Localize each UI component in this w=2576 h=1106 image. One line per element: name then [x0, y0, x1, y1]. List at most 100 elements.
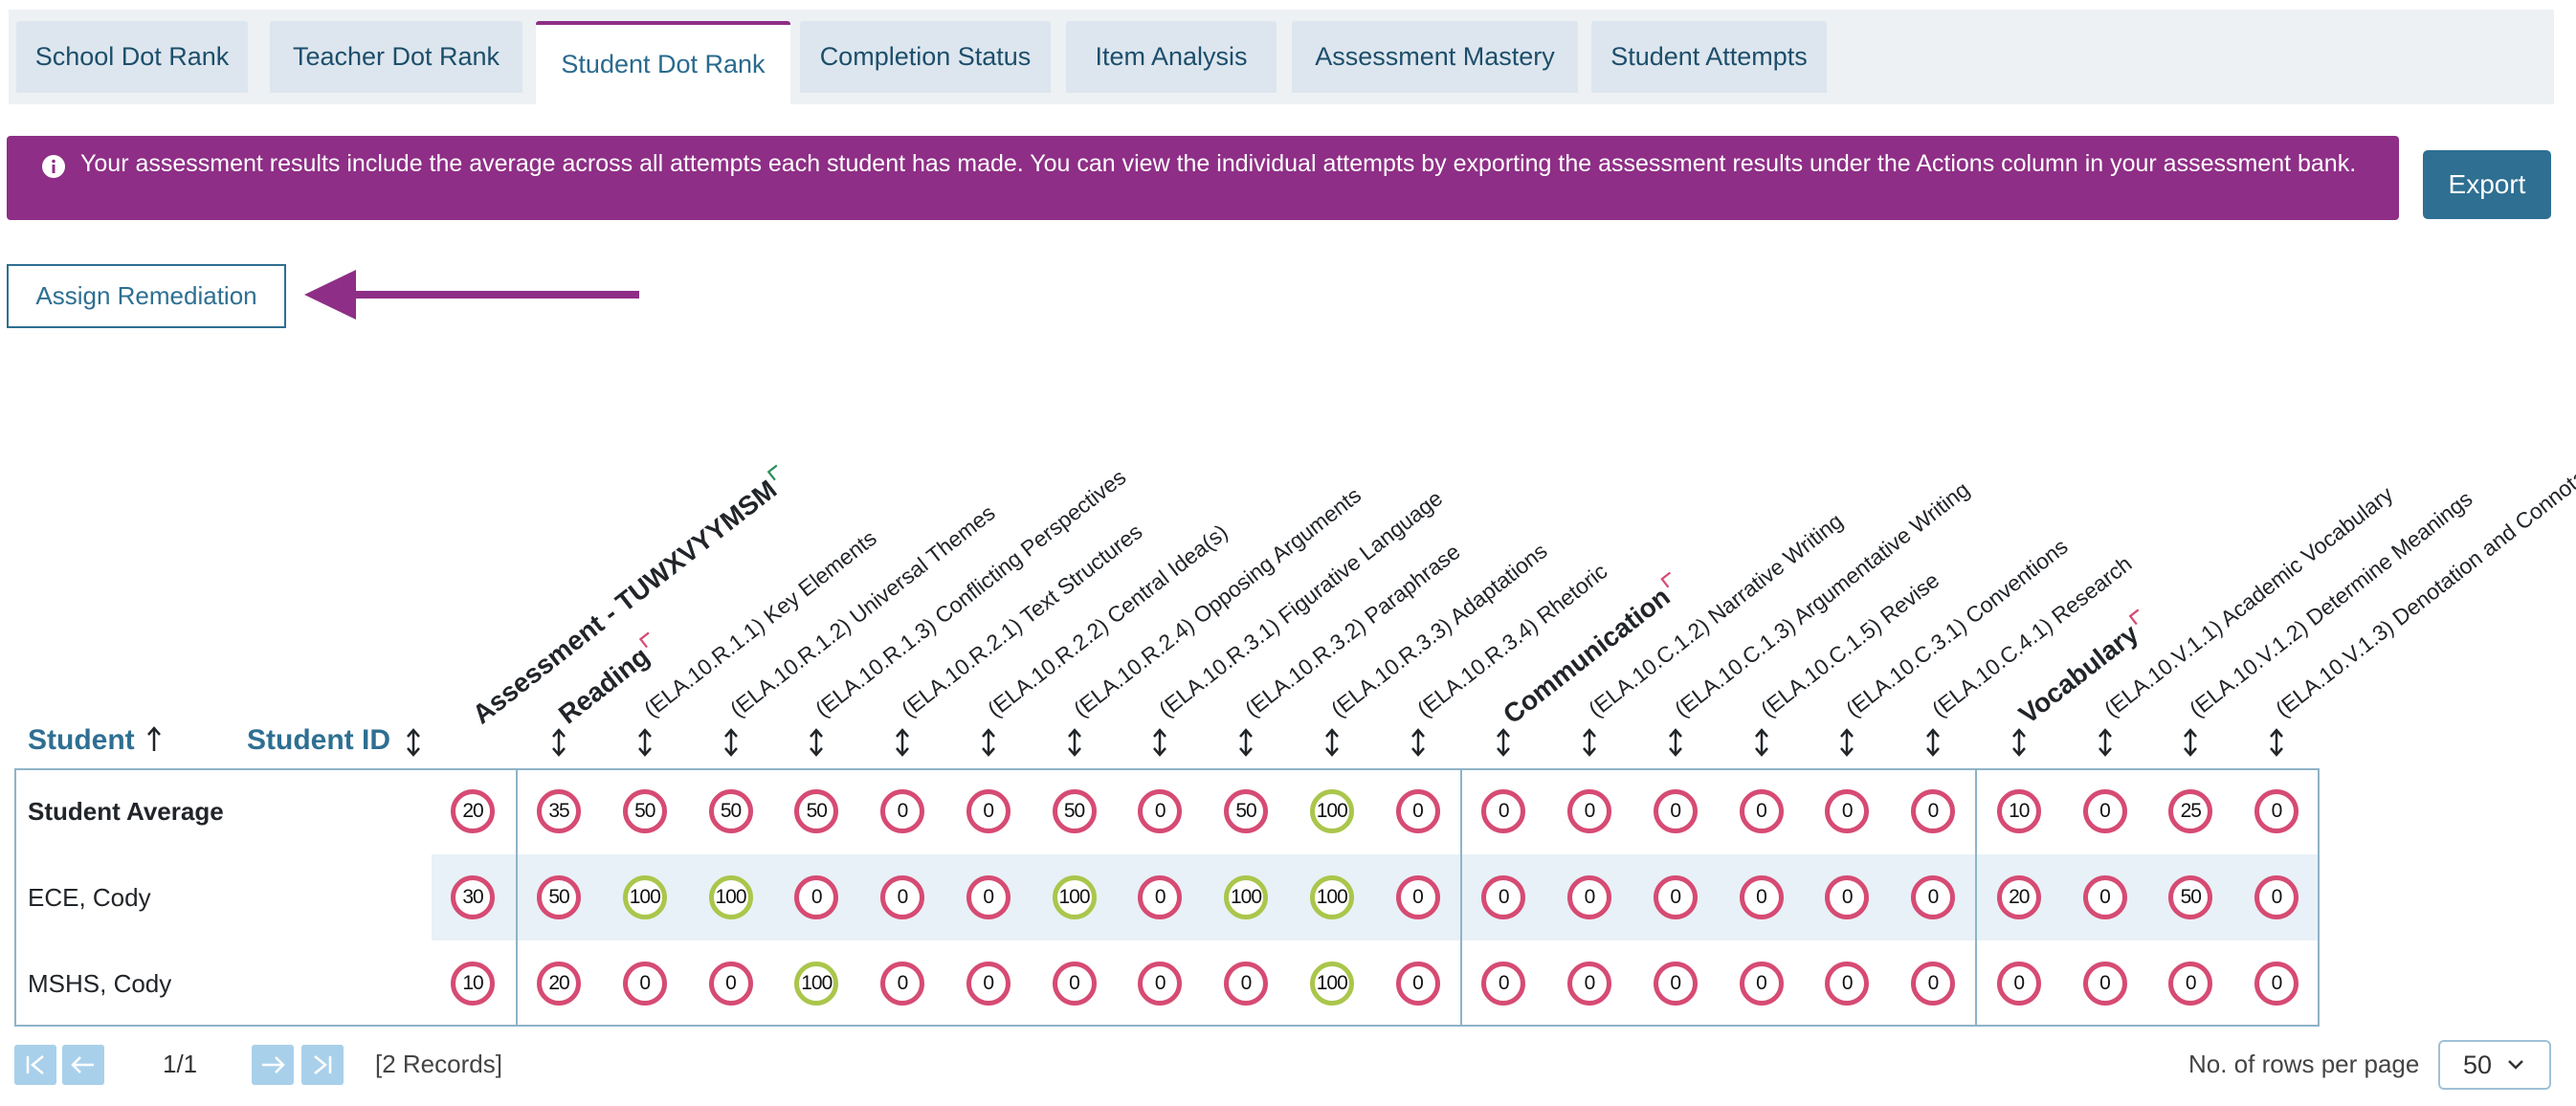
score-dot[interactable]: 0	[708, 962, 753, 1006]
score-dot[interactable]: 0	[1739, 789, 1784, 833]
sort-icon[interactable]	[636, 728, 654, 757]
score-dot[interactable]: 0	[2082, 875, 2127, 919]
score-dot[interactable]: 0	[2082, 962, 2127, 1006]
column-group-header[interactable]: Vocabulary	[2013, 608, 2157, 730]
score-dot[interactable]: 50	[2168, 875, 2213, 919]
sort-icon[interactable]	[1066, 728, 1083, 757]
first-page-icon[interactable]	[14, 1045, 56, 1085]
tab-student-dot-rank[interactable]: Student Dot Rank	[536, 21, 790, 104]
score-dot[interactable]: 100	[794, 962, 839, 1006]
score-dot[interactable]: 0	[2168, 962, 2213, 1006]
sort-icon[interactable]	[1495, 728, 1512, 757]
sort-icon[interactable]	[808, 728, 825, 757]
score-dot[interactable]: 50	[1224, 789, 1268, 833]
score-dot[interactable]: 20	[1996, 875, 2041, 919]
score-dot[interactable]: 0	[1996, 962, 2041, 1006]
sort-icon[interactable]	[1838, 728, 1855, 757]
score-dot[interactable]: 0	[1567, 875, 1611, 919]
score-dot[interactable]: 30	[451, 875, 495, 919]
score-dot[interactable]: 0	[1739, 962, 1784, 1006]
score-dot[interactable]: 0	[966, 962, 1010, 1006]
score-dot[interactable]: 0	[1567, 789, 1611, 833]
export-button[interactable]: Export	[2423, 150, 2551, 219]
assign-remediation-button[interactable]: Assign Remediation	[7, 264, 286, 328]
score-dot[interactable]: 0	[1481, 962, 1526, 1006]
score-dot[interactable]: 10	[1996, 789, 2041, 833]
tab-assessment-mastery[interactable]: Assessment Mastery	[1292, 21, 1578, 93]
score-dot[interactable]: 0	[1395, 789, 1440, 833]
score-dot[interactable]: 50	[537, 875, 581, 919]
score-dot[interactable]: 0	[1052, 962, 1097, 1006]
score-dot[interactable]: 10	[451, 962, 495, 1006]
score-dot[interactable]: 0	[1825, 962, 1870, 1006]
score-dot[interactable]: 25	[2168, 789, 2213, 833]
student-column-header[interactable]: Student	[28, 724, 162, 757]
score-dot[interactable]: 100	[1309, 789, 1354, 833]
column-group-header[interactable]: Communication	[1498, 571, 1689, 730]
next-page-icon[interactable]	[252, 1045, 294, 1085]
column-header[interactable]: (ELA.10.V.1.3) Denotation and Connotatio…	[2271, 442, 2576, 722]
score-dot[interactable]: 50	[622, 789, 667, 833]
score-dot[interactable]: 35	[537, 789, 581, 833]
score-dot[interactable]: 0	[1653, 875, 1698, 919]
rows-per-page-select[interactable]: 50	[2438, 1040, 2551, 1090]
score-dot[interactable]: 0	[966, 875, 1010, 919]
sort-icon[interactable]	[1237, 728, 1255, 757]
tab-school-dot-rank[interactable]: School Dot Rank	[16, 21, 248, 93]
student-id-column-header[interactable]: Student ID	[247, 724, 390, 757]
column-header[interactable]: (ELA.10.R.1.3) Conflicting Perspectives	[811, 464, 1131, 722]
previous-page-icon[interactable]	[62, 1045, 104, 1085]
sort-icon[interactable]	[2182, 728, 2199, 757]
score-dot[interactable]: 50	[1052, 789, 1097, 833]
score-dot[interactable]: 0	[1911, 789, 1955, 833]
sort-icon[interactable]	[1924, 728, 1942, 757]
score-dot[interactable]: 0	[966, 789, 1010, 833]
score-dot[interactable]: 20	[451, 789, 495, 833]
score-dot[interactable]: 0	[794, 875, 839, 919]
score-dot[interactable]: 0	[880, 875, 924, 919]
score-dot[interactable]: 100	[1309, 962, 1354, 1006]
score-dot[interactable]: 100	[1224, 875, 1268, 919]
score-dot[interactable]: 0	[1395, 875, 1440, 919]
sort-icon[interactable]	[980, 728, 997, 757]
score-dot[interactable]: 0	[2254, 789, 2298, 833]
sort-icon[interactable]	[1323, 728, 1341, 757]
score-dot[interactable]: 50	[708, 789, 753, 833]
sort-icon[interactable]	[2010, 728, 2028, 757]
last-page-icon[interactable]	[301, 1045, 344, 1085]
score-dot[interactable]: 20	[537, 962, 581, 1006]
sort-icon[interactable]	[1151, 728, 1168, 757]
score-dot[interactable]: 100	[1052, 875, 1097, 919]
score-dot[interactable]: 0	[880, 789, 924, 833]
sort-icon[interactable]	[1410, 728, 1427, 757]
score-dot[interactable]: 0	[1653, 962, 1698, 1006]
sort-icon[interactable]	[1667, 728, 1684, 757]
sort-icon[interactable]	[405, 728, 422, 757]
score-dot[interactable]: 100	[622, 875, 667, 919]
score-dot[interactable]: 0	[1567, 962, 1611, 1006]
score-dot[interactable]: 0	[1224, 962, 1268, 1006]
score-dot[interactable]: 100	[1309, 875, 1354, 919]
score-dot[interactable]: 0	[1395, 962, 1440, 1006]
score-dot[interactable]: 0	[1481, 875, 1526, 919]
score-dot[interactable]: 0	[2254, 875, 2298, 919]
score-dot[interactable]: 0	[622, 962, 667, 1006]
score-dot[interactable]: 0	[1825, 789, 1870, 833]
tab-completion-status[interactable]: Completion Status	[800, 21, 1051, 93]
column-group-header[interactable]: Reading	[553, 630, 668, 731]
tab-student-attempts[interactable]: Student Attempts	[1591, 21, 1827, 93]
score-dot[interactable]: 0	[1911, 875, 1955, 919]
score-dot[interactable]: 0	[1138, 962, 1183, 1006]
score-dot[interactable]: 0	[2082, 789, 2127, 833]
score-dot[interactable]: 0	[1138, 789, 1183, 833]
score-dot[interactable]: 0	[1911, 962, 1955, 1006]
sort-icon[interactable]	[2097, 728, 2114, 757]
tab-item-analysis[interactable]: Item Analysis	[1066, 21, 1277, 93]
score-dot[interactable]: 0	[880, 962, 924, 1006]
sort-icon[interactable]	[550, 728, 567, 757]
score-dot[interactable]: 0	[2254, 962, 2298, 1006]
score-dot[interactable]: 100	[708, 875, 753, 919]
sort-icon[interactable]	[1753, 728, 1770, 757]
sort-icon[interactable]	[722, 728, 740, 757]
sort-icon[interactable]	[1581, 728, 1598, 757]
